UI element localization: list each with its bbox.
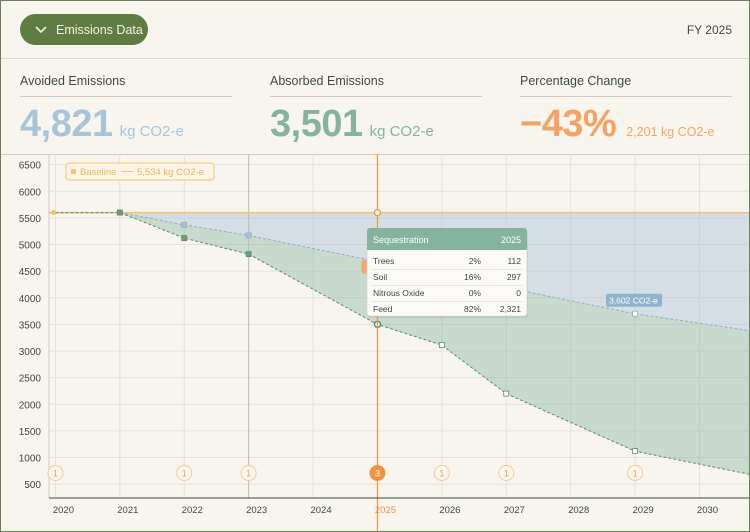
y-tick-label: 500	[24, 480, 41, 491]
y-tick-label: 3000	[19, 347, 42, 358]
baseline-legend	[65, 162, 215, 181]
tooltip-row-name: Soil	[373, 272, 387, 282]
tooltip-title: Sequestration	[373, 235, 429, 245]
divider	[270, 96, 482, 97]
x-tick-label: 2022	[182, 505, 203, 516]
x-tick-label: 2025	[375, 505, 396, 516]
dropdown-label: Emissions Data	[56, 22, 143, 37]
baseline-legend-label: Baseline	[80, 167, 116, 178]
event-count: 1	[182, 469, 187, 479]
tooltip-year: 2025	[501, 235, 521, 245]
event-count: 1	[53, 469, 58, 479]
x-tick-label: 2024	[310, 505, 331, 516]
event-marker[interactable]	[47, 465, 64, 481]
percentage-change-label: Percentage Change	[520, 74, 632, 88]
absorbed-emissions-stat: Absorbed Emissions 3,501 kg CO2-e	[270, 58, 482, 146]
y-tick-label: 4500	[19, 267, 42, 278]
avoided-area	[55, 212, 749, 331]
tooltip-row-value: 0	[516, 288, 521, 298]
x-tick-label: 2029	[633, 505, 654, 516]
divider	[20, 96, 232, 97]
tooltip-row-percent: 2%	[469, 256, 482, 266]
tooltip-row-value: 112	[507, 256, 521, 266]
point-value-label	[606, 293, 663, 307]
tooltip-row-name: Feed	[373, 304, 393, 314]
event-marker[interactable]	[498, 465, 515, 481]
event-count: 1	[246, 469, 251, 479]
y-tick-label: 5500	[19, 214, 42, 225]
cursor-baseline-point	[373, 208, 382, 217]
absorbed-emissions-value: 3,501	[270, 103, 363, 145]
fiscal-year: FY 2025	[686, 23, 732, 37]
y-tick-label: 4000	[19, 294, 42, 305]
tooltip-row-name: Trees	[373, 256, 394, 266]
absorbed-point[interactable]	[632, 448, 638, 455]
avoided-emissions-value: 4,821	[20, 103, 113, 145]
x-tick-label: 2023	[246, 505, 267, 516]
avoided-emissions-unit: kg CO2-e	[119, 123, 184, 140]
absorbed-point[interactable]	[438, 342, 445, 349]
absorbed-point[interactable]	[181, 235, 188, 242]
absorbed-point[interactable]	[116, 209, 123, 216]
avoided-line	[55, 212, 749, 332]
x-tick-label: 2028	[568, 505, 589, 516]
y-tick-label: 2000	[19, 400, 42, 411]
header-bar: Emissions Data FY 2025	[1, 1, 749, 59]
event-count: 1	[633, 469, 638, 479]
divider	[520, 96, 732, 97]
x-tick-label: 2030	[697, 505, 718, 516]
y-tick-label: 6500	[19, 161, 42, 172]
y-tick-label: 3500	[19, 320, 42, 331]
x-tick-label: 2020	[53, 505, 74, 516]
event-marker-active[interactable]	[369, 465, 386, 481]
avoided-emissions-stat: Avoided Emissions 4,821 kg CO2-e	[20, 58, 232, 146]
event-marker[interactable]	[240, 465, 257, 481]
baseline-legend-swatch	[71, 169, 76, 174]
tooltip-row-percent: 0%	[469, 288, 482, 298]
percentage-change-stat: Percentage Change −43% 2,201 kg CO2-e	[520, 58, 732, 146]
absorbed-point[interactable]	[503, 390, 510, 397]
absorbed-area	[55, 212, 749, 475]
avoided-point[interactable]	[632, 310, 638, 317]
point-value-text: 3,602 CO2-e	[609, 295, 658, 305]
event-marker[interactable]	[176, 465, 193, 481]
x-tick-label: 2027	[504, 505, 525, 516]
absorbed-emissions-unit: kg CO2-e	[369, 123, 434, 140]
event-count: 1	[504, 469, 509, 479]
avoided-emissions-label: Avoided Emissions	[20, 74, 126, 88]
tooltip-row-percent: 82%	[464, 304, 481, 314]
emissions-data-dropdown[interactable]: Emissions Data	[20, 14, 148, 45]
tooltip-row-value: 297	[507, 272, 521, 282]
tooltip-row-name: Nitrous Oxide	[373, 288, 425, 298]
y-tick-label: 1500	[19, 427, 42, 438]
y-tick-label: 6000	[19, 187, 42, 198]
y-tick-label: 5000	[19, 241, 42, 252]
avoided-point[interactable]	[181, 221, 188, 228]
baseline-start-point	[50, 210, 56, 216]
x-tick-label: 2026	[439, 505, 460, 516]
tooltip-header	[367, 228, 527, 250]
tooltip-row-percent: 16%	[464, 272, 481, 282]
absorbed-point[interactable]	[245, 251, 252, 258]
avoided-point[interactable]	[245, 232, 252, 239]
percentage-change-amount: 2,201 kg CO2-e	[626, 125, 715, 139]
chevron-down-icon	[26, 26, 56, 34]
absorbed-emissions-label: Absorbed Emissions	[270, 74, 384, 88]
y-tick-label: 2500	[19, 374, 42, 385]
event-count: 1	[439, 469, 444, 479]
event-count: 3	[375, 469, 380, 479]
y-tick-label: 1000	[19, 454, 42, 465]
event-marker[interactable]	[433, 465, 450, 481]
percentage-change-value: −43%	[520, 103, 617, 145]
emissions-chart: 500 1000 1500 2000 2500 3000 3500 4000 4500 5000 5…	[1, 154, 749, 531]
baseline-legend-value: 5,534 kg CO2-e	[137, 167, 204, 178]
x-tick-label: 2021	[117, 505, 138, 516]
tooltip-row-value: 2,321	[500, 304, 522, 314]
event-marker[interactable]	[627, 465, 644, 481]
